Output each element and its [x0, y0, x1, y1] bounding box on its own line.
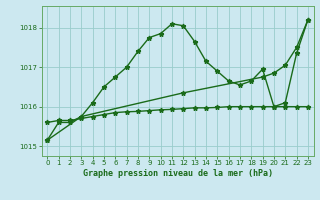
X-axis label: Graphe pression niveau de la mer (hPa): Graphe pression niveau de la mer (hPa)	[83, 169, 273, 178]
